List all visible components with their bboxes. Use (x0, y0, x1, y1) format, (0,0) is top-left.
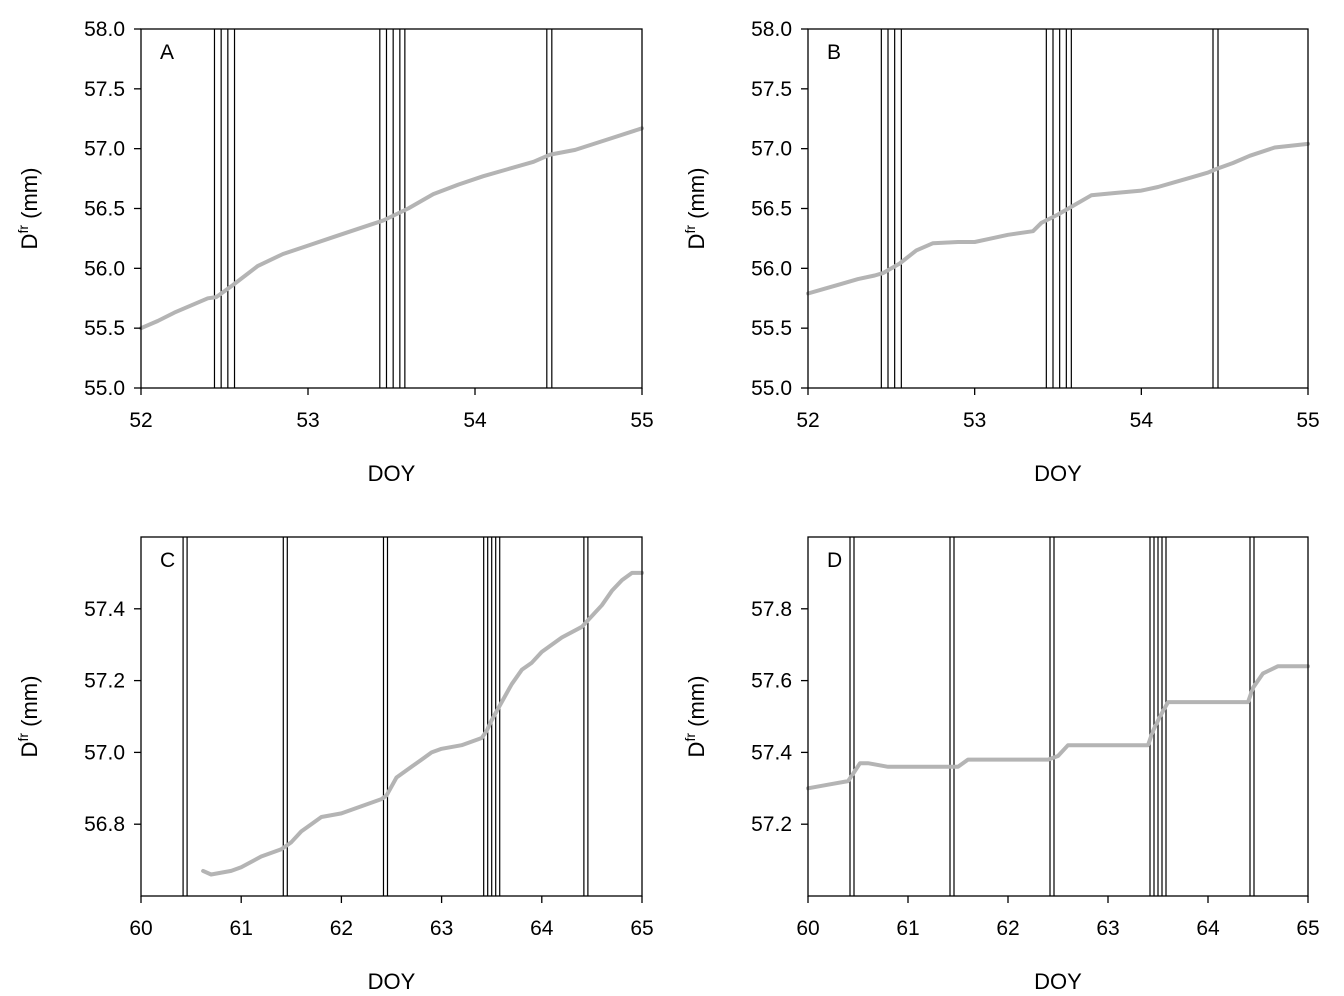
panel-c-plot-frame (140, 536, 643, 897)
panel-a-letter: A (160, 41, 174, 64)
panel-c-y-tick-label: 57.2 (84, 670, 125, 693)
panel-a-plot-frame (140, 28, 643, 389)
panel-b-y-tick-label: 57.5 (751, 78, 792, 101)
panel-c-x-tick-label: 62 (330, 917, 353, 940)
panel-d-y-tick-label: 57.6 (751, 670, 792, 693)
panel-a-y-tick-label: 57.5 (84, 78, 125, 101)
panel-a-y-tick-label: 55.0 (84, 377, 125, 400)
panel-b-x-tick-label: 52 (796, 409, 819, 432)
panel-d-x-tick-label: 65 (1296, 917, 1319, 940)
panel-d-y-tick-label: 57.4 (751, 741, 792, 764)
panel-d-letter: D (827, 549, 842, 572)
panel-c-y-axis-label: Dfr (mm) (15, 676, 42, 758)
panel-c-y-tick-label: 57.4 (84, 598, 125, 621)
panel-a-y-tick-label: 56.0 (84, 257, 125, 280)
panel-b-x-tick-label: 53 (963, 409, 986, 432)
panel-a-y-tick-label: 55.5 (84, 317, 125, 340)
panel-d-series-line (806, 664, 1310, 791)
panel-b-letter: B (827, 41, 841, 64)
panel-d-x-tick-label: 64 (1196, 917, 1220, 940)
panel-d-y-tick-label: 57.8 (751, 598, 792, 621)
panel-c: 60 61 62 63 64 65 56.8 57.0 57.2 57.4 DOY Dfr (mm) C (15, 536, 654, 994)
panel-d-y-tick-label: 57.2 (751, 813, 792, 836)
panel-c-x-tick-label: 60 (129, 917, 152, 940)
panel-d-x-axis-label: DOY (1034, 969, 1082, 994)
panel-c-series-line (201, 570, 644, 877)
panel-c-y-tick-label: 56.8 (84, 813, 125, 836)
panel-c-letter: C (160, 549, 175, 572)
panel-d-x-tick-label: 63 (1096, 917, 1119, 940)
panel-a-y-axis-label: Dfr (mm) (15, 168, 42, 250)
panel-a-x-tick-label: 54 (463, 409, 487, 432)
panel-a-x-tick-label: 53 (296, 409, 319, 432)
panel-c-y-tick-label: 57.0 (84, 741, 125, 764)
panel-a: 52 53 54 55 55.0 55.5 56.0 56.5 57.0 57.5 58.0 DOY D… (15, 18, 654, 486)
panel-c-x-tick-label: 65 (630, 917, 653, 940)
panel-d-x-tick-label: 61 (896, 917, 919, 940)
panel-b-x-tick-label: 54 (1130, 409, 1154, 432)
panel-d-x-tick-label: 60 (796, 917, 819, 940)
panel-c-x-tick-label: 64 (530, 917, 554, 940)
panel-b-plot-frame (807, 28, 1309, 389)
panel-b-y-axis-label: Dfr (mm) (682, 168, 709, 250)
panel-c-x-tick-label: 63 (430, 917, 453, 940)
panel-b-y-tick-label: 56.0 (751, 257, 792, 280)
panel-b-y-tick-label: 56.5 (751, 198, 792, 221)
panel-b-y-tick-label: 57.0 (751, 138, 792, 161)
panel-a-x-tick-label: 52 (129, 409, 152, 432)
panel-a-x-tick-label: 55 (630, 409, 653, 432)
panel-a-y-tick-label: 58.0 (84, 18, 125, 41)
panel-b-y-tick-label: 58.0 (751, 18, 792, 41)
panel-b-y-tick-label: 55.0 (751, 377, 792, 400)
panel-b-x-axis-label: DOY (1034, 461, 1082, 486)
panel-a-y-tick-label: 56.5 (84, 198, 125, 221)
panel-b-x-tick-label: 55 (1296, 409, 1319, 432)
panel-b-y-tick-label: 55.5 (751, 317, 792, 340)
panel-d-plot-frame (807, 536, 1309, 897)
panel-d-x-tick-label: 62 (996, 917, 1019, 940)
panel-a-y-tick-label: 57.0 (84, 138, 125, 161)
panel-c-x-axis-label: DOY (368, 969, 416, 994)
panel-a-x-axis-label: DOY (368, 461, 416, 486)
panel-c-x-tick-label: 61 (230, 917, 253, 940)
panel-a-series-line (139, 126, 644, 331)
panel-d-y-axis-label: Dfr (mm) (682, 676, 709, 758)
panel-d: 60 61 62 63 64 65 57.2 57.4 57.6 57.8 DOY Dfr (mm) D (682, 536, 1320, 994)
panel-b-series-line (806, 141, 1310, 296)
panel-b: 52 53 54 55 55.0 55.5 56.0 56.5 57.0 57.5 58.0 DOY D… (682, 18, 1320, 486)
